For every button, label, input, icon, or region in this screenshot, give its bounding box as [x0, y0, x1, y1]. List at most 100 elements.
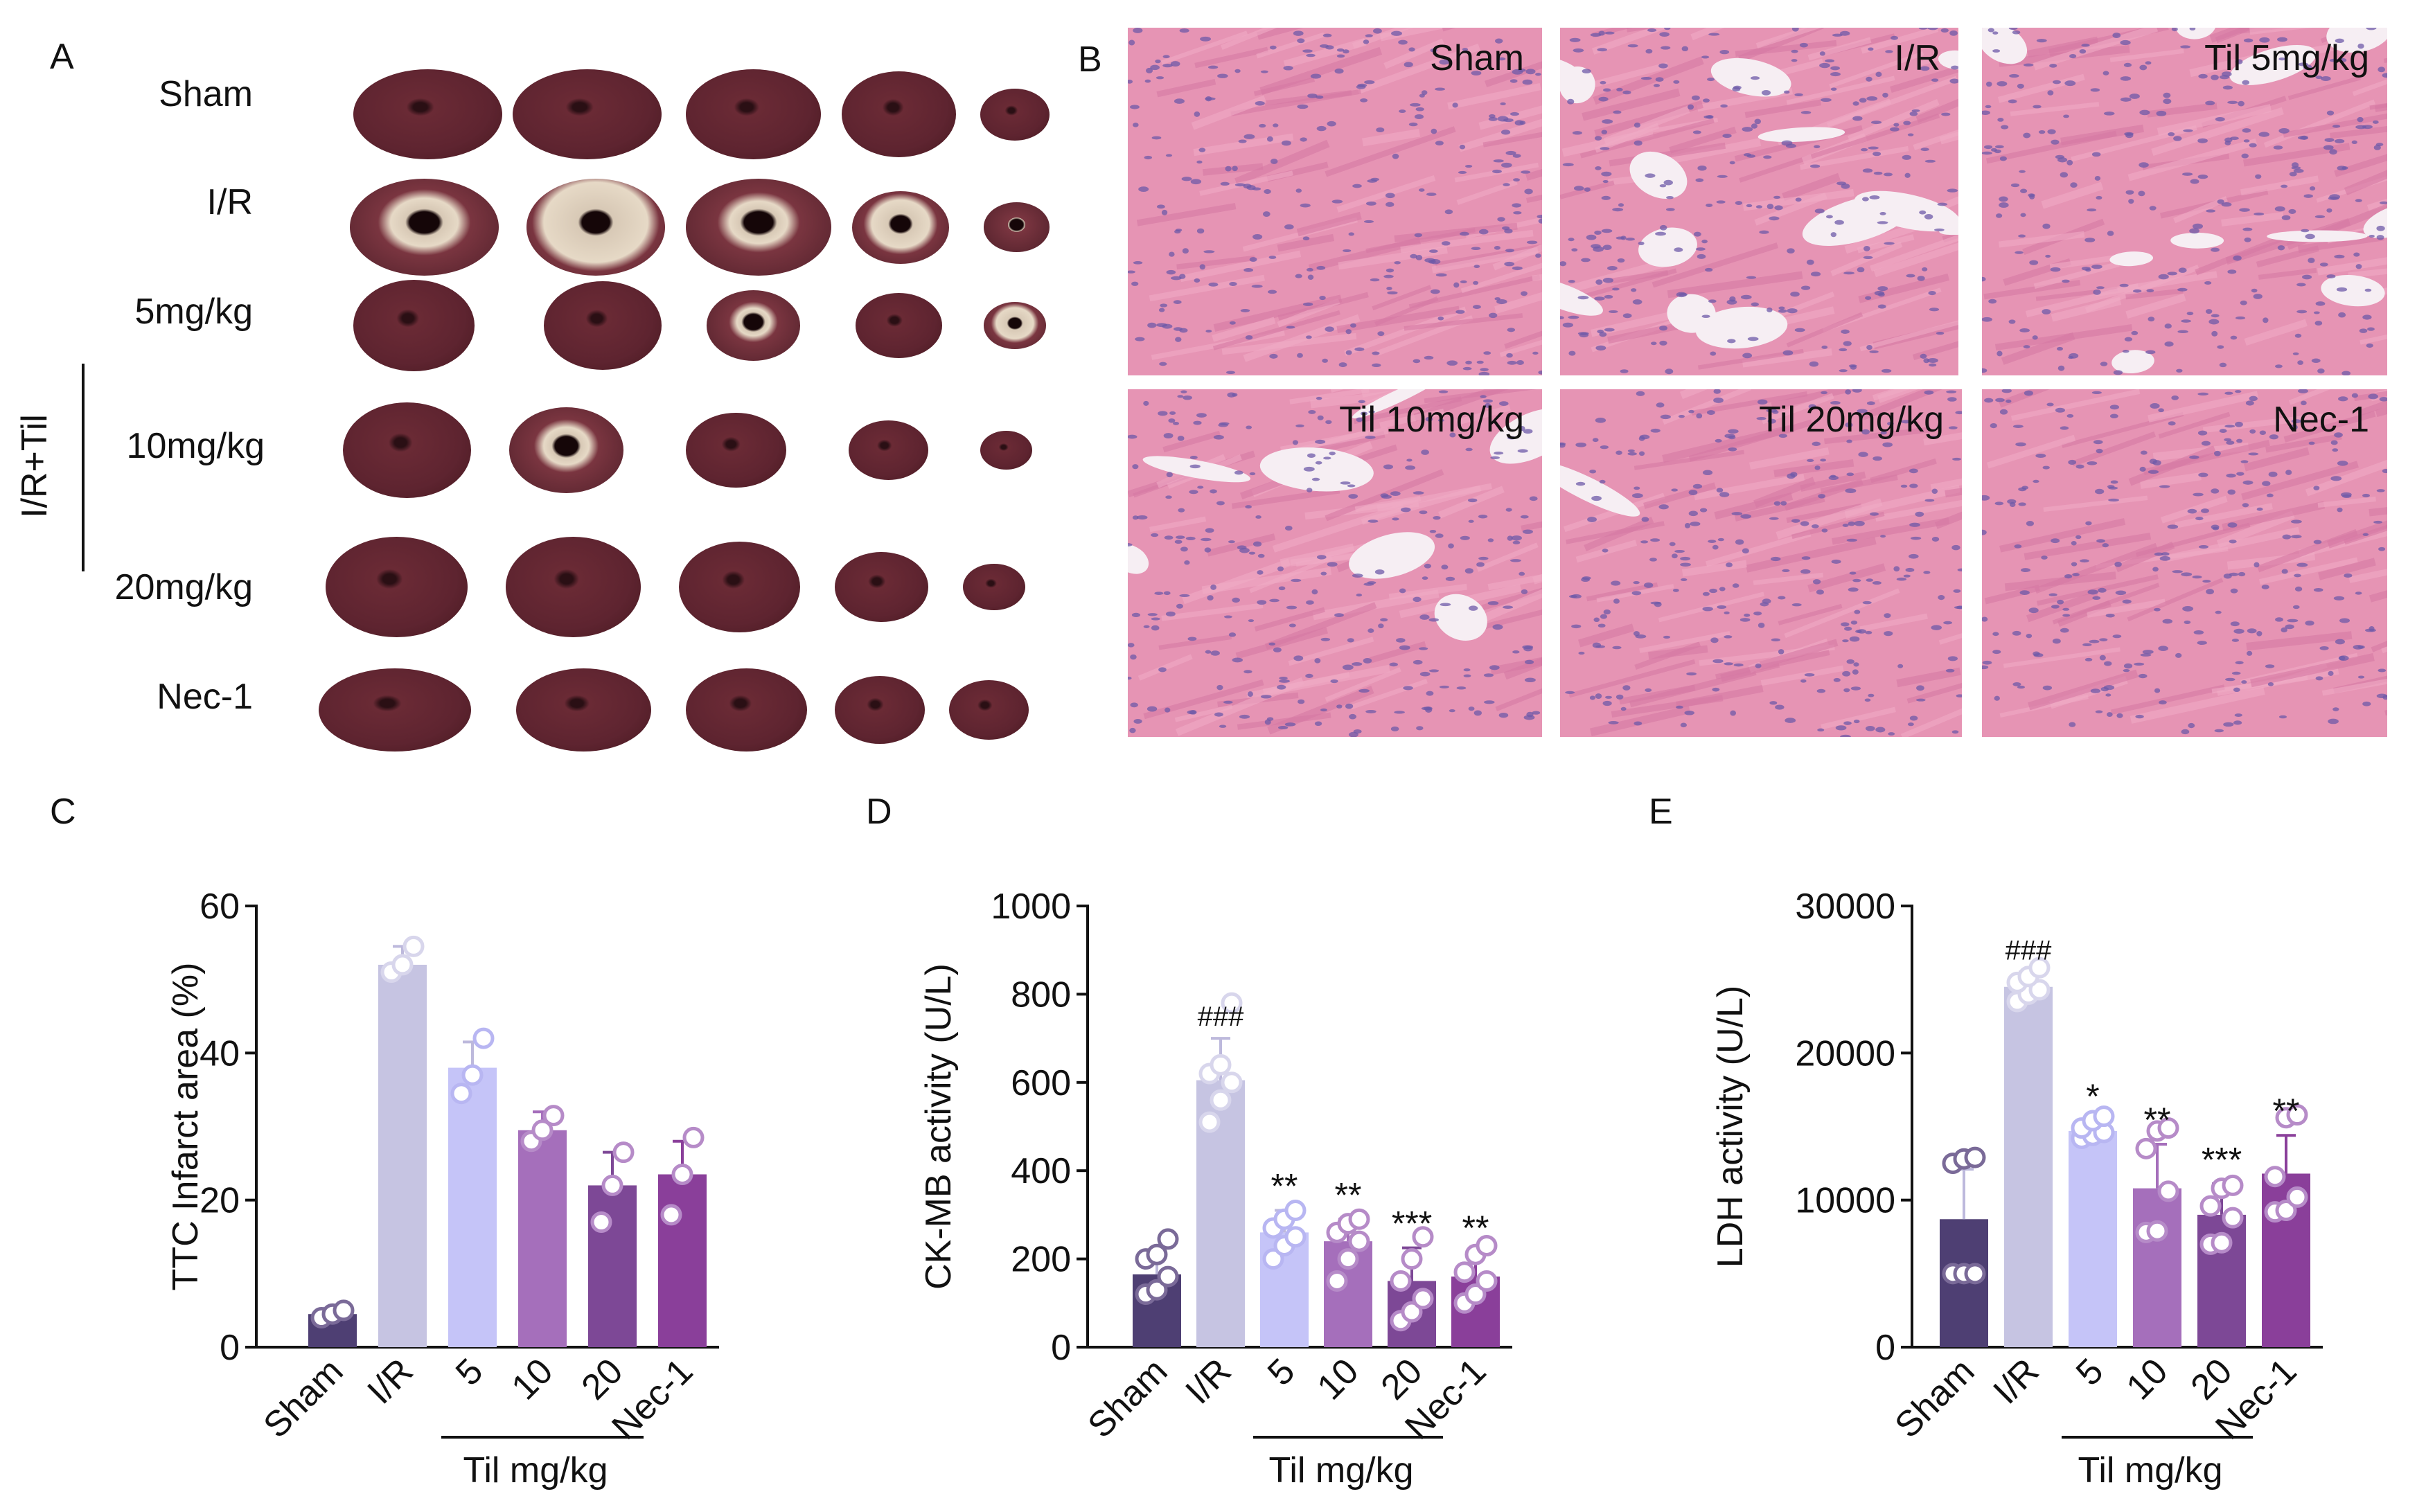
- histology-label: Nec-1: [2273, 400, 2369, 440]
- heart-slice: [856, 293, 942, 358]
- category-label: 10: [2119, 1351, 2176, 1407]
- panel-letter-d: D: [866, 792, 892, 832]
- category-label: I/R: [1178, 1351, 1239, 1412]
- panel-letter-e: E: [1649, 792, 1673, 832]
- heart-slice: [679, 541, 800, 633]
- histology-texture: [1560, 389, 1962, 737]
- chart-d-ckmb: 0 200 400 600 800 1000 CK-MB activity (U/L) Sha…: [919, 887, 1512, 1491]
- histology-texture: [1982, 389, 2387, 737]
- bar: [448, 1067, 497, 1347]
- heart-slice: [980, 430, 1032, 470]
- bar: [2004, 986, 2053, 1347]
- data-point: [472, 1027, 495, 1049]
- data-point: [1348, 1230, 1370, 1252]
- group-label: Til mg/kg: [1269, 1450, 1414, 1491]
- y-tick-label: 0: [220, 1328, 240, 1368]
- y-tick-label: 600: [1011, 1063, 1071, 1103]
- data-point: [1964, 1146, 1986, 1168]
- y-tick-label: 40: [200, 1033, 240, 1074]
- heart-slice: [513, 69, 662, 159]
- y-axis-label: TTC Infarct area (%): [166, 963, 206, 1291]
- y-tick-label: 10000: [1795, 1181, 1895, 1221]
- heart-slice: [509, 407, 623, 493]
- heart-slice: [980, 88, 1050, 141]
- row-label-ir: I/R: [206, 182, 253, 222]
- heart-slice: [707, 290, 800, 361]
- row-label-20mg: 20mg/kg: [114, 567, 253, 607]
- histology-til-5: Til 5mg/kg: [1982, 28, 2387, 375]
- heart-slice: [516, 668, 651, 751]
- histology-label: Til 20mg/kg: [1759, 400, 1944, 440]
- y-axis-label: LDH activity (U/L): [1710, 986, 1751, 1268]
- heart-slice: [835, 551, 928, 623]
- group-label: Til mg/kg: [2078, 1450, 2223, 1491]
- histology-texture: [1982, 28, 2387, 375]
- data-point: [2286, 1186, 2308, 1208]
- data-point: [1326, 1270, 1348, 1292]
- heart-slice: [526, 179, 665, 276]
- category-label: Sham: [1887, 1351, 1982, 1446]
- heart-slice: [849, 420, 928, 481]
- heart-slice: [353, 69, 502, 159]
- data-point: [2275, 1200, 2297, 1222]
- category-label: 20: [574, 1351, 631, 1407]
- heart-slice: [984, 302, 1046, 349]
- data-point: [1210, 1053, 1232, 1076]
- data-point: [1476, 1234, 1498, 1256]
- significance-label: *: [2086, 1077, 2099, 1116]
- data-point: [402, 935, 425, 957]
- panel-letter-c: C: [50, 792, 76, 832]
- data-point: [1453, 1261, 1476, 1283]
- data-point: [1284, 1226, 1307, 1248]
- row-label-10mg: 10mg/kg: [126, 426, 265, 466]
- heart-slice: [506, 537, 641, 637]
- significance-label: ***: [2202, 1140, 2242, 1179]
- data-point: [2199, 1195, 2222, 1217]
- data-point: [2028, 979, 2051, 1001]
- y-tick-label: 30000: [1795, 887, 1895, 927]
- heart-slice: [686, 668, 807, 751]
- category-label: I/R: [1985, 1351, 2046, 1412]
- histology-ir: I/R: [1560, 28, 1958, 375]
- data-point: [2211, 1231, 2233, 1254]
- data-point: [450, 1083, 472, 1105]
- data-point: [2157, 1117, 2179, 1139]
- data-point: [1401, 1248, 1423, 1270]
- data-point: [2028, 957, 2051, 979]
- significance-label: **: [1462, 1209, 1489, 1247]
- data-point: [1221, 992, 1243, 1014]
- data-point: [1412, 1226, 1434, 1248]
- data-point: [2135, 1137, 2157, 1159]
- panel-letter-a: A: [50, 37, 74, 77]
- histology-label: I/R: [1894, 38, 1940, 78]
- histology-label: Sham: [1430, 38, 1524, 78]
- data-point: [542, 1105, 565, 1127]
- histology-nec1: Nec-1: [1982, 389, 2387, 737]
- significance-label: **: [1335, 1175, 1362, 1214]
- histology-texture: [1128, 389, 1542, 737]
- significance-label: **: [2144, 1101, 2171, 1139]
- category-label: Sham: [1080, 1351, 1175, 1446]
- heart-slice: [353, 280, 475, 371]
- data-point: [333, 1299, 355, 1322]
- data-point: [2157, 1180, 2179, 1202]
- heart-slice: [963, 563, 1025, 611]
- data-point: [2286, 1104, 2308, 1126]
- histology-label: Til 5mg/kg: [2204, 38, 2369, 78]
- category-label: 10: [1310, 1351, 1367, 1407]
- row-label-sham: Sham: [159, 74, 253, 114]
- heart-slice: [835, 676, 925, 744]
- data-point: [590, 1211, 612, 1234]
- category-label: Sham: [256, 1351, 351, 1446]
- data-point: [2146, 1220, 2168, 1242]
- category-label: 10: [504, 1351, 561, 1407]
- heart-slice: [343, 402, 471, 499]
- y-tick-label: 0: [1875, 1328, 1895, 1368]
- bar: [588, 1185, 637, 1347]
- significance-label: **: [1271, 1167, 1298, 1206]
- data-point: [1337, 1248, 1359, 1270]
- histology-texture: [1128, 28, 1542, 375]
- y-tick-label: 400: [1011, 1151, 1071, 1191]
- significance-label: **: [2273, 1092, 2300, 1130]
